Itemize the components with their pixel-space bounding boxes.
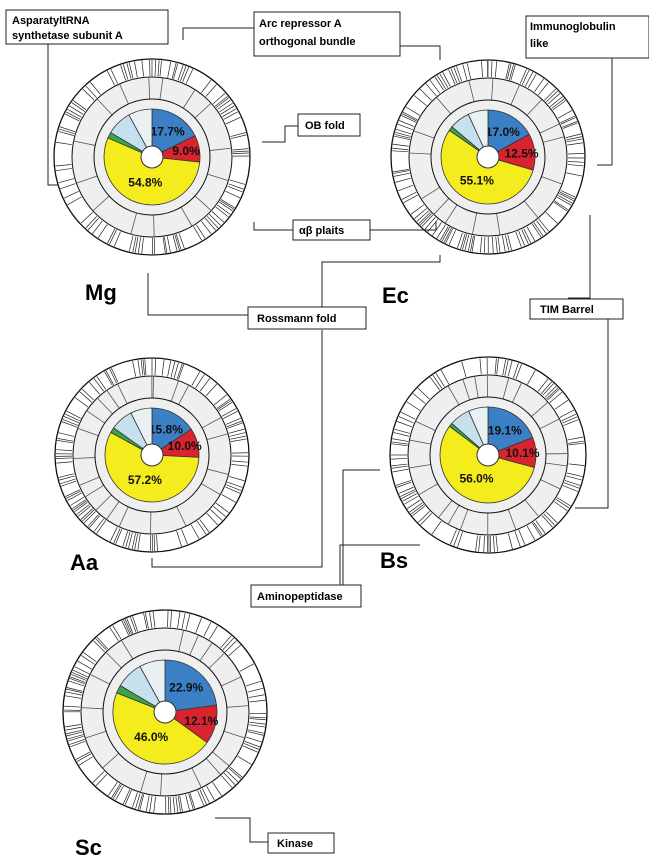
slice-label-blue: 17.7%	[151, 125, 185, 139]
slice-label-red: 12.1%	[184, 714, 218, 728]
ob-label-box	[297, 113, 361, 137]
immuno-label-line2: like	[530, 38, 548, 50]
ab-label: αβ plaits	[299, 225, 344, 237]
connector-ob	[262, 125, 298, 143]
slice-label-yellow: 55.1%	[460, 173, 494, 187]
slice-pale	[130, 407, 153, 456]
slice-label-yellow: 46.0%	[134, 730, 168, 744]
aspartyl-label-box	[5, 9, 169, 45]
amino-label: Aminopeptidase	[257, 591, 343, 603]
pie-center-hole	[476, 443, 500, 467]
slice-label-red: 10.1%	[505, 446, 539, 460]
connector-arc-ec	[400, 45, 441, 60]
aspartyl-label-line1: AsparatyltRNA	[12, 15, 90, 27]
slice-label-red: 9.0%	[172, 144, 200, 158]
slice-label-blue: 15.8%	[149, 422, 183, 436]
outer-ring-ticks	[392, 60, 584, 254]
slice-yellow	[112, 692, 208, 765]
slice-blue	[151, 108, 196, 158]
aspartyl-label-line2: synthetase subunit A	[12, 30, 123, 42]
ab-label-box	[292, 219, 371, 241]
slice-blue	[487, 109, 530, 158]
organism-label-sc: Sc	[75, 835, 102, 860]
tim-label-box	[529, 298, 624, 320]
slice-pale	[467, 109, 489, 158]
pie-center-hole	[140, 443, 164, 467]
outer-ring-ticks	[56, 359, 248, 552]
immuno-label-line1: Immunoglobulin	[530, 21, 616, 33]
immuno-label-box	[525, 15, 649, 59]
pie-chart-bs: 19.1% 10.1% 56.0% Bs	[380, 356, 587, 573]
arc-label-box	[253, 11, 401, 57]
pie-chart-aa: 15.8% 10.0% 57.2% Aa	[54, 357, 250, 575]
slice-pale	[128, 108, 153, 158]
connector-kinase	[215, 817, 268, 843]
annotation-connectors	[47, 27, 613, 843]
pie-chart-sc: 22.9% 12.1% 46.0% Sc	[62, 609, 268, 860]
middle-ring-dividers	[409, 78, 565, 236]
slice-label-red: 10.0%	[168, 439, 202, 453]
organism-label-ec: Ec	[382, 283, 409, 308]
middle-ring-dividers	[73, 77, 232, 237]
middle-ring-dividers	[81, 629, 249, 796]
slice-yellow	[103, 137, 201, 206]
pie-center-hole	[140, 145, 164, 169]
connector-amino	[342, 469, 380, 585]
connector-arc	[182, 27, 254, 40]
pie-center-hole	[153, 700, 177, 724]
connector-ab-right	[370, 222, 437, 231]
slice-pale	[468, 406, 489, 456]
organism-label-mg: Mg	[85, 280, 117, 305]
slice-blue	[151, 407, 192, 456]
connector-immuno	[597, 58, 613, 166]
connector-ross-ec	[321, 255, 441, 307]
connector-tim	[568, 215, 591, 299]
organism-label-bs: Bs	[380, 548, 408, 573]
slice-yellow	[104, 431, 200, 503]
pie-chart-ec: 17.0% 12.5% 55.1% Ec	[382, 59, 586, 308]
slice-pale	[139, 659, 166, 713]
ross-label-box	[247, 306, 367, 330]
tim-label: TIM Barrel	[540, 304, 594, 316]
slice-blue	[487, 406, 534, 456]
connector-ross-mg	[147, 273, 248, 316]
slice-label-yellow: 57.2%	[128, 473, 162, 487]
connector-ross-aa	[151, 330, 323, 568]
ob-label: OB fold	[305, 120, 345, 132]
kinase-label: Kinase	[277, 838, 313, 850]
ross-label: Rossmann fold	[257, 313, 336, 325]
connector-tim-bs	[575, 318, 609, 509]
middle-ring-dividers	[409, 374, 568, 536]
middle-ring-dividers	[73, 375, 229, 534]
amino-label-box	[250, 584, 362, 608]
slice-label-red: 12.5%	[505, 146, 539, 160]
slice-label-yellow: 54.8%	[128, 176, 162, 190]
slice-blue	[164, 659, 217, 713]
pie-center-hole	[476, 145, 500, 169]
outer-ring-ticks	[63, 611, 266, 814]
connector-ab-left	[253, 222, 293, 231]
slice-label-blue: 19.1%	[488, 423, 522, 437]
outer-ring-ticks	[55, 60, 249, 255]
pie-chart-mg: 17.7% 9.0% 54.8% Mg	[53, 58, 251, 305]
connector-aspartyl	[47, 42, 58, 186]
annotation-labels: AsparatyltRNA synthetase subunit A Arc r…	[5, 9, 649, 854]
charts-layer: 17.7% 9.0% 54.8% Mg 17.0% 12.5% 55.1% Ec 15.8% 10…	[53, 58, 587, 860]
slice-label-blue: 17.0%	[486, 125, 520, 139]
connector-amino-bs	[339, 544, 420, 585]
arc-label-line2: orthogonal bundle	[259, 36, 356, 48]
organism-label-aa: Aa	[70, 550, 99, 575]
arc-label-line1: Arc repressor A	[259, 18, 342, 30]
outer-ring-ticks	[391, 357, 585, 553]
slice-label-blue: 22.9%	[169, 681, 203, 695]
kinase-label-box	[267, 832, 335, 854]
slice-label-yellow: 56.0%	[459, 472, 493, 486]
